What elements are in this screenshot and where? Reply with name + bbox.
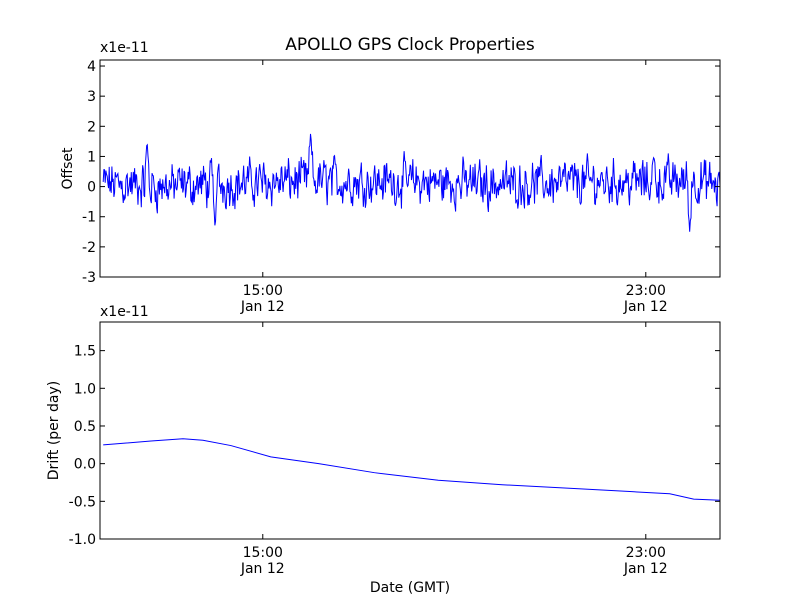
- y-tick-label: -2: [82, 240, 96, 256]
- y-tick-label: 1.5: [74, 344, 96, 360]
- series-line-0: [102, 133, 720, 232]
- offset-plot-frame: [99, 59, 721, 278]
- offset-series: [102, 133, 720, 232]
- y-tick-label: 0.0: [74, 457, 96, 473]
- x-tick-label-time: 15:00: [243, 283, 283, 299]
- y-tick-label: -0.5: [69, 494, 96, 510]
- x-tick-label-date: Jan 12: [240, 299, 285, 315]
- offset-y-axis-label: Offset: [60, 147, 76, 190]
- x-tick-label-time: 23:00: [626, 283, 666, 299]
- x-tick-label-time: 23:00: [626, 545, 666, 561]
- drift-series: [103, 438, 720, 501]
- x-tick-label-date: Jan 12: [623, 299, 668, 315]
- y-tick-label: 2: [87, 119, 96, 135]
- y-tick-label: 0.5: [74, 419, 96, 435]
- y-tick-label: -3: [82, 270, 96, 286]
- x-tick-label-date: Jan 12: [623, 561, 668, 577]
- drift-exponent-label: x1e-11: [100, 304, 149, 320]
- drift-plot-area: [100, 322, 720, 539]
- y-tick-label: 3: [87, 89, 96, 105]
- y-tick-label: 4: [87, 59, 96, 75]
- y-tick-label: -1: [82, 210, 96, 226]
- drift-x-axis-label: Date (GMT): [370, 580, 450, 596]
- series-line-0: [103, 438, 720, 501]
- y-tick-label: 0: [87, 180, 96, 196]
- y-tick-label: 1.0: [74, 381, 96, 397]
- x-tick-label-date: Jan 12: [240, 561, 285, 577]
- x-tick-label-time: 15:00: [243, 545, 283, 561]
- drift-y-axis-label: Drift (per day): [46, 381, 62, 480]
- chart-title: APOLLO GPS Clock Properties: [285, 35, 535, 55]
- drift-plot-frame: [99, 321, 721, 540]
- y-tick-label: 1: [87, 149, 96, 165]
- offset-chart: APOLLO GPS Clock Properties x1e-11 -3 -2 -…: [60, 35, 721, 315]
- y-tick-label: -1.0: [69, 532, 96, 548]
- offset-exponent-label: x1e-11: [100, 40, 149, 56]
